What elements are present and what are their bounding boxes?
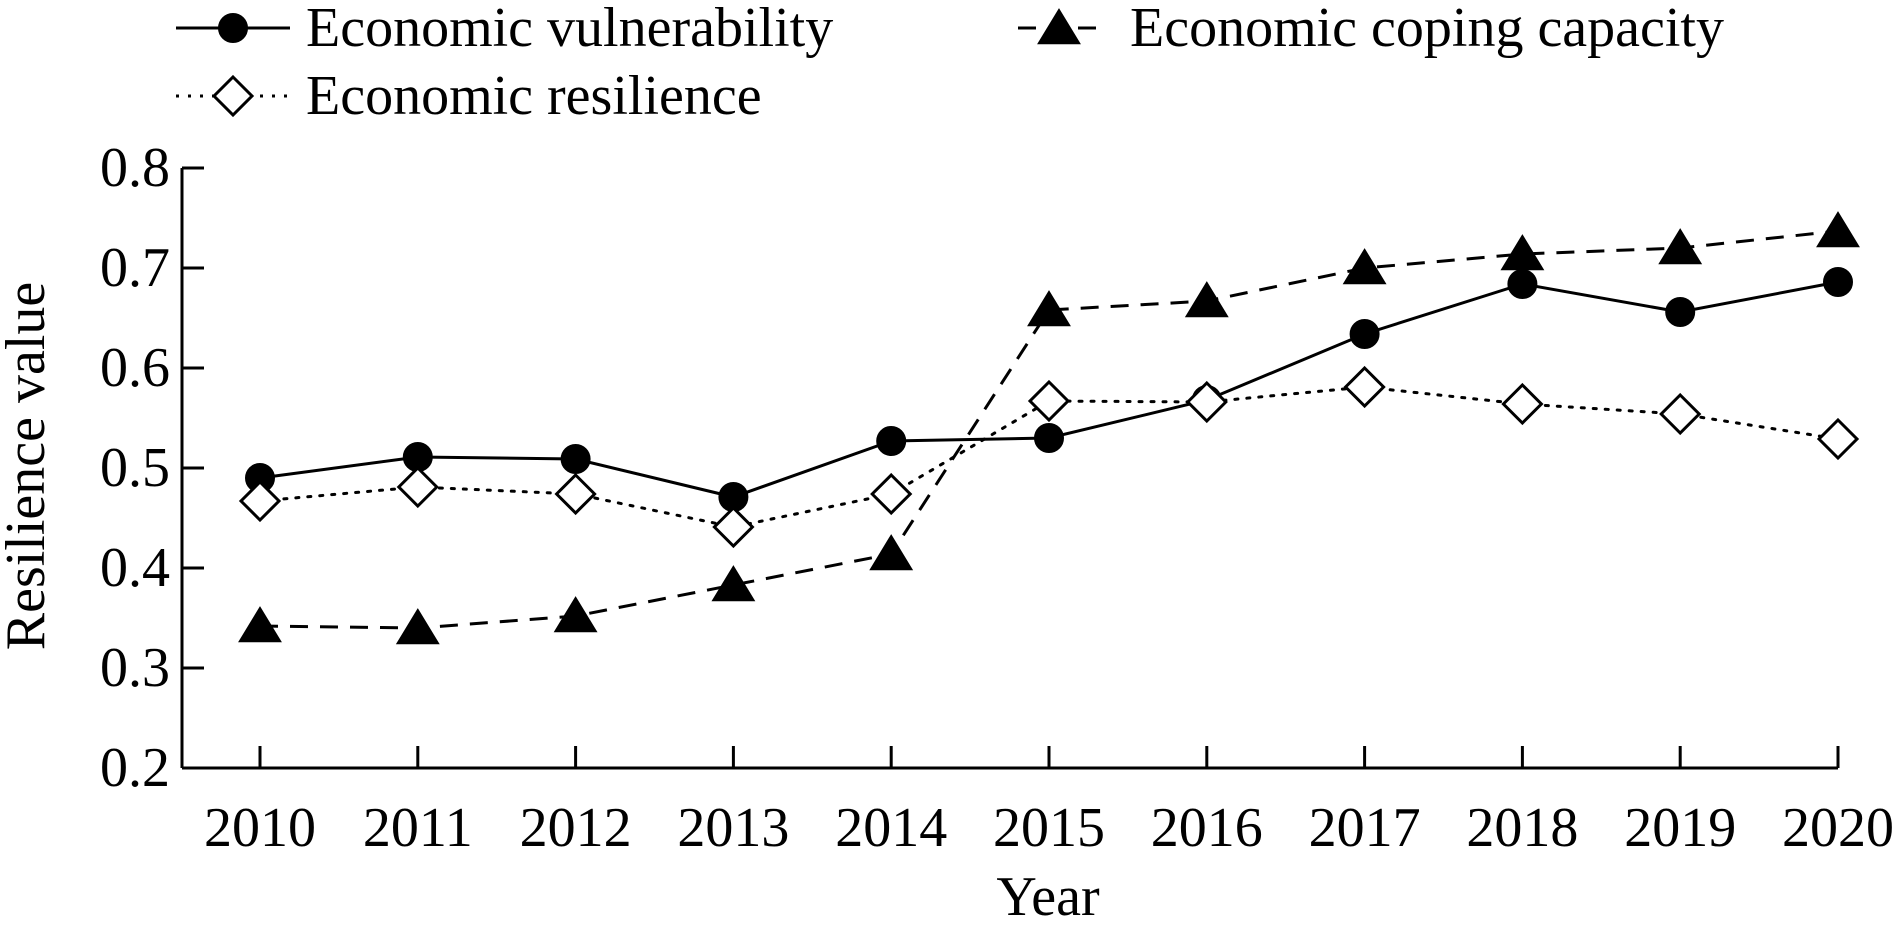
data-point-economic-coping-capacity <box>1500 234 1545 271</box>
x-tick-label: 2015 <box>993 797 1105 859</box>
legend-label-economic-resilience: Economic resilience <box>306 65 762 127</box>
legend-label-economic-coping-capacity: Economic coping capacity <box>1130 0 1724 59</box>
y-tick-label: 0.3 <box>100 637 170 699</box>
data-point-economic-vulnerability <box>1823 267 1853 297</box>
data-point-economic-resilience <box>1816 417 1860 461</box>
y-tick-label: 0.4 <box>100 537 170 599</box>
x-tick-label: 2013 <box>677 797 789 859</box>
data-point-economic-resilience <box>1501 382 1544 426</box>
x-tick-label: 2010 <box>204 797 316 859</box>
y-tick-label: 0.6 <box>100 337 170 399</box>
x-tick-label: 2019 <box>1624 797 1736 859</box>
legend-label-economic-vulnerability: Economic vulnerability <box>306 0 833 59</box>
data-point-economic-coping-capacity <box>553 596 598 633</box>
x-tick-label: 2014 <box>835 797 947 859</box>
data-point-economic-resilience <box>1027 379 1071 423</box>
data-point-economic-coping-capacity <box>1027 290 1071 327</box>
data-point-economic-coping-capacity <box>869 534 914 571</box>
data-point-economic-vulnerability <box>1034 423 1064 453</box>
data-point-economic-vulnerability <box>1665 297 1696 327</box>
data-point-economic-resilience <box>1659 392 1702 436</box>
data-point-economic-vulnerability <box>1507 269 1538 299</box>
legend: Economic vulnerability Economic coping ca… <box>176 0 1724 127</box>
data-point-economic-resilience <box>712 505 755 549</box>
x-tick-label: 2012 <box>520 797 632 859</box>
data-point-economic-vulnerability <box>1349 319 1380 349</box>
x-axis-title: Year <box>996 866 1100 926</box>
data-point-economic-resilience <box>554 472 597 516</box>
data-point-economic-resilience <box>238 479 282 523</box>
x-tick-label: 2011 <box>363 797 473 859</box>
axes: 0.2 0.3 0.4 0.5 0.6 0.7 0.8 2010 2011 2012 2013 201… <box>100 137 1894 859</box>
data-point-economic-resilience <box>1343 365 1386 409</box>
legend-marker-economic-resilience <box>211 74 255 118</box>
x-tick-label: 2016 <box>1151 797 1263 859</box>
y-tick-label: 0.5 <box>100 437 170 499</box>
data-point-economic-coping-capacity <box>711 565 756 602</box>
data-point-economic-resilience <box>396 465 439 509</box>
data-point-economic-vulnerability <box>876 426 907 456</box>
x-tick-label: 2020 <box>1782 797 1894 859</box>
data-point-economic-coping-capacity <box>1658 228 1703 265</box>
series-line-economic-resilience <box>258 385 1840 529</box>
series-markers <box>238 211 1860 645</box>
data-point-economic-coping-capacity <box>1184 281 1229 318</box>
legend-marker-economic-vulnerability <box>218 13 248 43</box>
data-point-economic-coping-capacity <box>1342 248 1387 285</box>
y-tick-label: 0.8 <box>100 137 170 199</box>
y-tick-label: 0.2 <box>100 737 170 799</box>
x-tick-label: 2017 <box>1309 797 1421 859</box>
y-tick-label: 0.7 <box>100 237 170 299</box>
data-point-economic-resilience <box>1185 380 1228 424</box>
data-point-economic-resilience <box>870 472 913 516</box>
x-tick-label: 2018 <box>1466 797 1578 859</box>
data-point-economic-vulnerability <box>560 444 591 474</box>
data-point-economic-coping-capacity <box>238 606 282 643</box>
data-point-economic-coping-capacity <box>1816 211 1860 248</box>
data-point-economic-coping-capacity <box>395 608 440 645</box>
y-axis-title: Resilience value <box>0 282 57 651</box>
legend-marker-economic-coping-capacity <box>1037 8 1081 45</box>
